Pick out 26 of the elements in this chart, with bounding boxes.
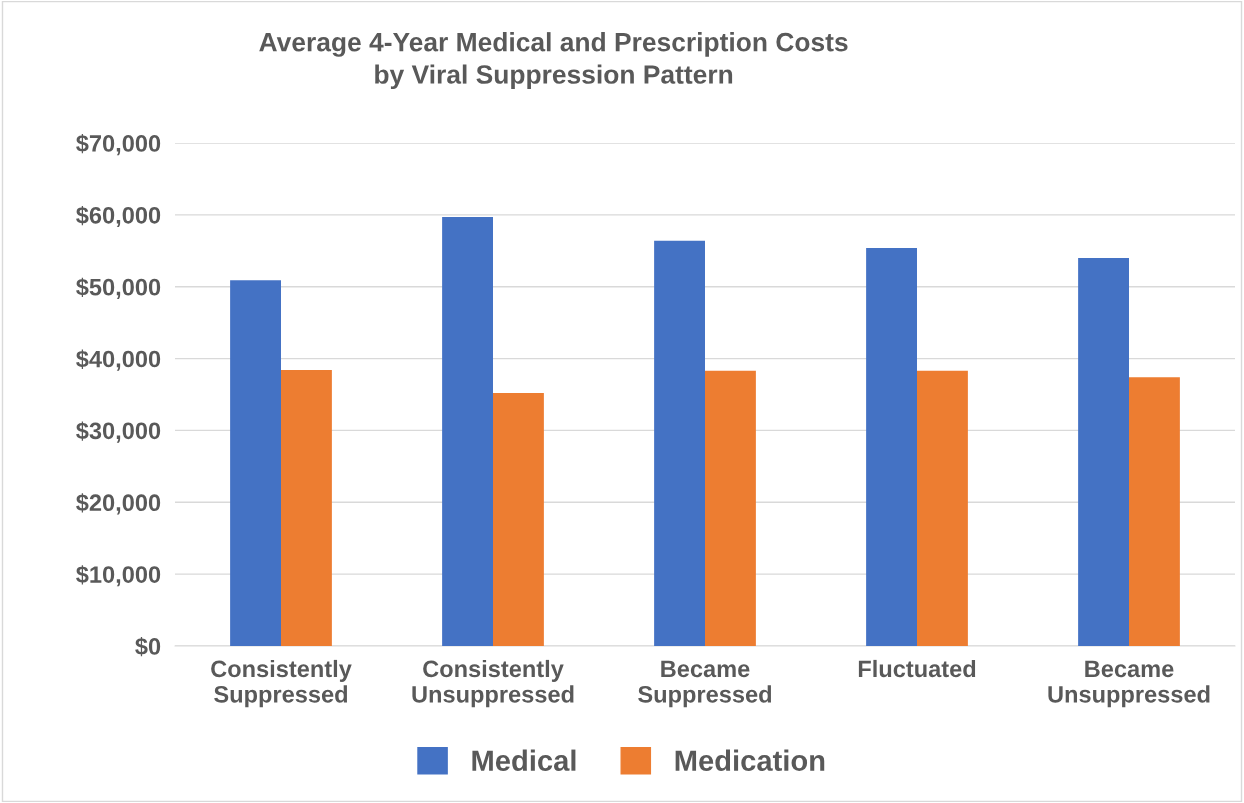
y-tick-label: $30,000 xyxy=(76,421,161,443)
x-tick-label: Consistently Unsuppressed xyxy=(412,659,574,708)
x-tick-label: Fluctuated xyxy=(858,659,976,678)
bar xyxy=(1129,377,1180,646)
y-tick-label: $50,000 xyxy=(76,277,161,299)
y-tick-label: $10,000 xyxy=(76,565,161,587)
y-tick-label: $40,000 xyxy=(76,349,161,371)
y-tick-label: $20,000 xyxy=(76,493,161,515)
bar xyxy=(281,370,332,646)
legend-label: Medical xyxy=(472,749,576,771)
bar xyxy=(866,247,917,646)
bar xyxy=(493,393,544,646)
bar xyxy=(705,370,756,646)
y-tick-label: $60,000 xyxy=(76,205,161,228)
x-tick-label: Became Suppressed xyxy=(638,660,772,708)
x-tick-label: Consistently Suppressed xyxy=(211,659,352,708)
y-tick-label: $0 xyxy=(135,637,161,657)
bar xyxy=(654,240,705,646)
chart-title: Average 4-Year Medical and Prescription Costs by Viral Suppression Pattern xyxy=(259,32,848,90)
bar xyxy=(230,280,281,646)
x-tick-label: Became Unsuppressed xyxy=(1048,660,1210,708)
bar xyxy=(1078,257,1129,646)
y-tick-label: $70,000 xyxy=(76,134,161,156)
bar xyxy=(917,370,968,646)
legend-label: Medication xyxy=(675,749,825,771)
bar xyxy=(442,217,493,646)
